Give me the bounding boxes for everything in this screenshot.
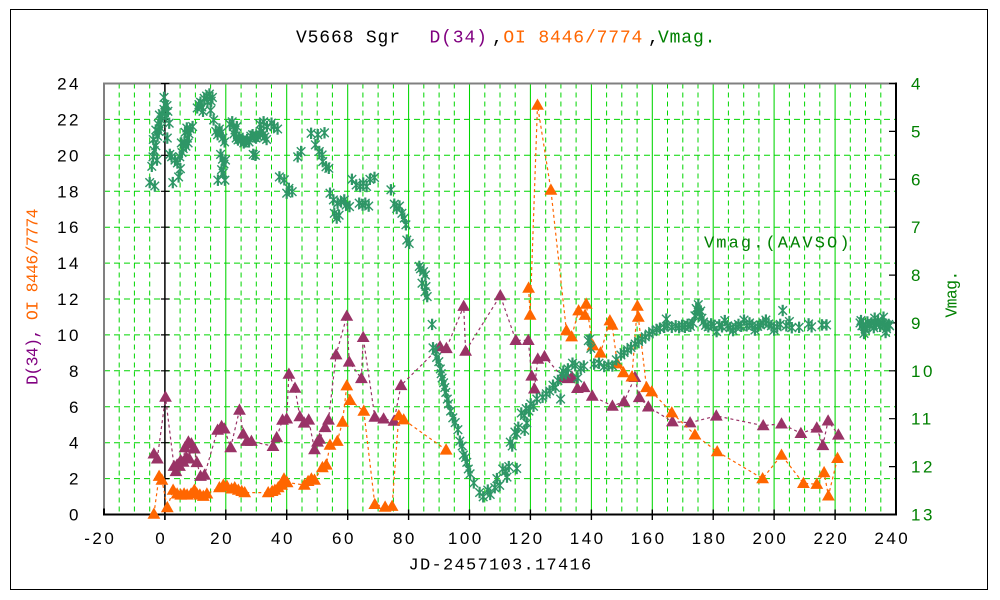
svg-text:100: 100 (448, 529, 484, 548)
svg-text:8: 8 (911, 266, 923, 285)
svg-text:6: 6 (911, 170, 923, 189)
svg-text:18: 18 (57, 182, 81, 201)
svg-text:V5668 Sgr: V5668 Sgr (296, 29, 401, 49)
svg-text:10: 10 (911, 362, 935, 381)
svg-text:220: 220 (813, 529, 849, 548)
svg-text:D(34): D(34) (430, 29, 488, 49)
svg-text:OI 8446/7774: OI 8446/7774 (503, 29, 643, 49)
svg-text:160: 160 (631, 529, 667, 548)
svg-text:2: 2 (69, 470, 81, 489)
svg-text:,: , (492, 29, 504, 49)
svg-text:180: 180 (692, 529, 728, 548)
svg-text:20: 20 (57, 146, 81, 165)
svg-text:D(34), OI 8446/7774: D(34), OI 8446/7774 (24, 208, 43, 385)
svg-text:12: 12 (57, 290, 81, 309)
svg-text:16: 16 (57, 218, 81, 237)
svg-text:22: 22 (57, 110, 81, 129)
svg-text:7: 7 (911, 218, 923, 237)
svg-text:-20: -20 (84, 529, 116, 548)
svg-text:14: 14 (57, 254, 81, 273)
svg-text:12: 12 (911, 458, 935, 477)
svg-text:6: 6 (69, 398, 81, 417)
svg-text:8: 8 (69, 362, 81, 381)
svg-text:10: 10 (57, 326, 81, 345)
svg-text:20: 20 (210, 529, 234, 548)
svg-text:5: 5 (911, 122, 923, 141)
svg-text:80: 80 (393, 529, 417, 548)
svg-text:40: 40 (271, 529, 295, 548)
svg-text:Vmag.(AAVSO): Vmag.(AAVSO) (704, 235, 852, 254)
svg-text:11: 11 (911, 410, 934, 429)
svg-text:240: 240 (874, 529, 910, 548)
svg-text:4: 4 (911, 75, 923, 94)
svg-text:Vmag.: Vmag. (943, 271, 962, 317)
svg-text:60: 60 (332, 529, 356, 548)
svg-text:140: 140 (570, 529, 606, 548)
svg-text:24: 24 (57, 75, 81, 94)
svg-text:200: 200 (752, 529, 788, 548)
svg-text:JD-2457103.17416: JD-2457103.17416 (408, 557, 592, 576)
svg-text:120: 120 (509, 529, 545, 548)
svg-text:0: 0 (69, 506, 81, 525)
svg-text:9: 9 (911, 314, 923, 333)
svg-text:4: 4 (69, 434, 81, 453)
svg-text:Vmag.: Vmag. (658, 29, 716, 49)
svg-text:,: , (648, 29, 660, 49)
svg-text:0: 0 (155, 529, 167, 548)
svg-text:13: 13 (911, 506, 935, 525)
